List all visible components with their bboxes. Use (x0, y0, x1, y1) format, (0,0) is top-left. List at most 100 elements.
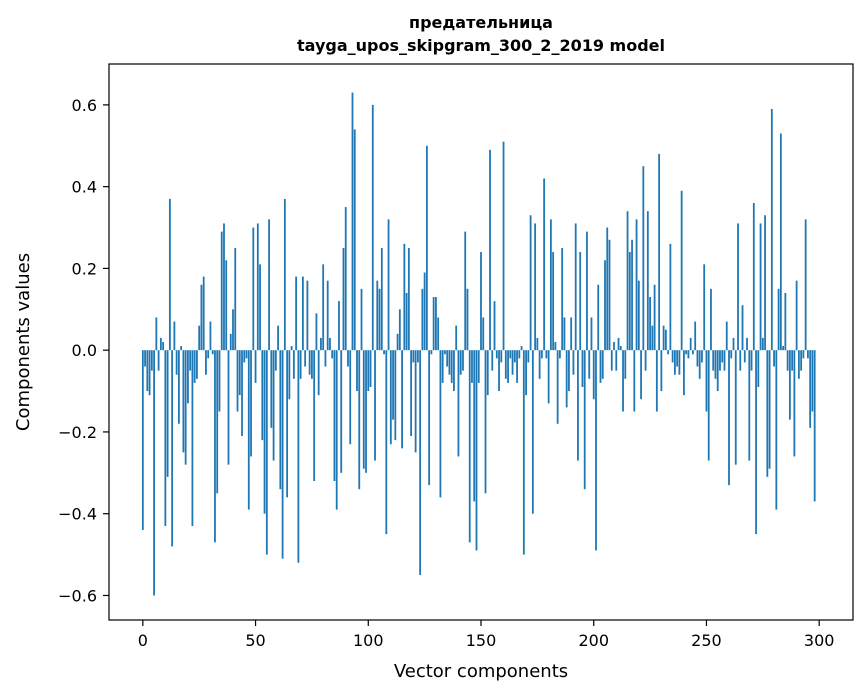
x-tick-label: 0 (138, 631, 148, 650)
x-tick-label: 300 (804, 631, 835, 650)
bar-66 (290, 346, 293, 351)
bar-183 (554, 342, 557, 351)
bar-40 (232, 309, 234, 351)
bar-120 (412, 350, 415, 363)
bar-62 (281, 350, 284, 559)
bar-126 (425, 145, 428, 351)
bar-139 (455, 325, 458, 351)
bar-228 (655, 350, 658, 412)
bar-165 (513, 350, 516, 363)
bar-176 (538, 350, 541, 379)
bar-188 (565, 350, 568, 408)
bar-122 (416, 350, 419, 363)
bar-0 (141, 350, 144, 531)
bar-100 (367, 350, 370, 392)
bar-42 (236, 350, 239, 412)
bar-159 (500, 350, 503, 363)
bar-146 (471, 350, 473, 383)
bar-254 (714, 350, 717, 379)
bar-56 (268, 219, 270, 351)
bar-65 (288, 350, 291, 400)
bar-297 (811, 350, 814, 412)
bar-24 (196, 350, 198, 379)
bar-17 (180, 346, 183, 351)
bar-250 (705, 350, 708, 412)
bar-158 (498, 350, 500, 392)
bar-127 (428, 350, 431, 486)
bar-105 (378, 288, 381, 351)
bar-109 (387, 219, 390, 351)
bar-78 (317, 350, 320, 396)
bar-7 (157, 350, 160, 371)
bar-72 (304, 350, 307, 367)
bar-76 (313, 350, 316, 481)
bar-106 (380, 247, 383, 351)
bar-2 (146, 350, 149, 392)
bar-201 (595, 350, 597, 551)
bar-137 (450, 350, 453, 383)
bar-284 (782, 346, 785, 351)
x-tick-label: 50 (245, 631, 265, 650)
y-tick-label: 0.4 (72, 178, 97, 197)
bar-39 (229, 333, 232, 351)
bar-222 (642, 166, 645, 351)
bar-203 (599, 350, 602, 383)
bar-268 (746, 337, 748, 351)
bar-104 (376, 280, 379, 351)
bar-170 (525, 350, 527, 396)
bar-4 (150, 350, 153, 371)
bar-196 (583, 350, 586, 490)
bar-14 (173, 321, 176, 351)
bar-247 (698, 350, 701, 379)
bar-236 (673, 350, 676, 375)
bars-group (141, 92, 816, 596)
bar-280 (773, 350, 775, 367)
bar-185 (559, 350, 561, 359)
bar-44 (241, 350, 243, 437)
bar-133 (441, 350, 444, 383)
bar-21 (189, 350, 192, 371)
bar-187 (563, 317, 566, 351)
bar-214 (624, 350, 627, 379)
x-axis-label: Vector components (394, 661, 568, 682)
bar-73 (306, 280, 309, 351)
bar-19 (184, 350, 187, 465)
bar-266 (741, 305, 744, 351)
bar-70 (299, 350, 302, 379)
bar-41 (234, 247, 237, 351)
bar-31 (211, 350, 214, 355)
bar-25 (198, 325, 201, 351)
bar-215 (626, 211, 629, 351)
bar-132 (439, 350, 442, 498)
bar-134 (444, 350, 446, 355)
bar-150 (480, 252, 482, 351)
bar-6 (155, 317, 158, 351)
x-tick-label: 100 (353, 631, 384, 650)
bar-98 (362, 350, 365, 469)
bar-194 (579, 252, 582, 351)
bar-216 (628, 252, 631, 351)
bar-57 (270, 350, 273, 428)
bar-242 (687, 350, 690, 359)
bar-296 (809, 350, 812, 428)
bar-251 (707, 350, 710, 461)
bar-163 (509, 350, 512, 359)
bar-294 (804, 219, 807, 351)
bar-270 (750, 350, 753, 371)
bar-131 (437, 317, 440, 351)
bar-26 (200, 284, 203, 351)
bar-174 (534, 223, 537, 351)
bar-195 (581, 350, 584, 387)
bar-28 (205, 350, 207, 375)
bar-111 (392, 350, 394, 420)
bar-136 (448, 350, 451, 375)
y-tick-label: 0.6 (72, 96, 97, 115)
bar-181 (549, 219, 552, 351)
bar-33 (216, 350, 219, 494)
bar-171 (527, 350, 530, 363)
bar-231 (662, 325, 665, 351)
bar-1 (144, 350, 146, 367)
bar-74 (308, 350, 311, 375)
bar-212 (619, 346, 622, 351)
